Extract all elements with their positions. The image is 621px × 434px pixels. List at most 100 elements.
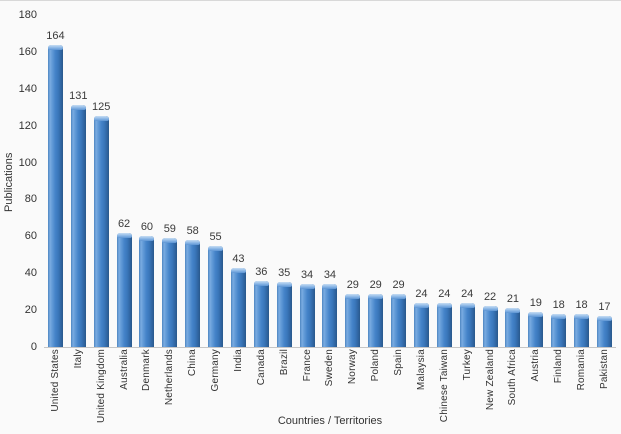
bar-value-label: 34 bbox=[300, 269, 314, 282]
bar-top-highlight bbox=[47, 44, 63, 50]
x-tick-cell: France bbox=[296, 349, 319, 381]
x-tick-cell: South Africa bbox=[502, 349, 525, 405]
bar-column: 24 bbox=[456, 15, 479, 347]
bar-value-label: 35 bbox=[278, 267, 291, 280]
bar bbox=[230, 267, 246, 347]
bar-top-highlight bbox=[368, 293, 384, 299]
x-tick-label: Germany bbox=[210, 349, 222, 392]
bar-column: 29 bbox=[387, 15, 410, 347]
x-tick-label: Italy bbox=[72, 349, 84, 369]
bar-top-highlight bbox=[436, 302, 452, 308]
x-tick-cell: Brazil bbox=[273, 349, 296, 375]
x-tick-label: Sweden bbox=[324, 349, 336, 387]
bar bbox=[368, 293, 384, 347]
bar bbox=[505, 308, 521, 347]
bar-top-highlight bbox=[345, 293, 361, 299]
bar bbox=[299, 284, 315, 347]
bar-value-label: 18 bbox=[575, 298, 588, 311]
bar-value-label: 125 bbox=[92, 101, 111, 114]
x-tick-cell: United Kingdom bbox=[90, 349, 113, 423]
y-tick-label: 20 bbox=[24, 304, 37, 317]
bar-value-label: 43 bbox=[232, 252, 245, 265]
x-tick-label: Spain bbox=[393, 349, 405, 376]
bar-top-highlight bbox=[276, 282, 292, 288]
x-tick-label: Canada bbox=[255, 349, 267, 386]
bar-top-highlight bbox=[185, 240, 201, 245]
x-axis-labels: United States Italy United Kingdom Australi… bbox=[44, 349, 616, 423]
y-tick-label: 60 bbox=[24, 230, 37, 243]
bar-value-label: 24 bbox=[438, 287, 451, 300]
bar bbox=[162, 238, 178, 347]
bar-top-highlight bbox=[505, 308, 521, 314]
x-tick-cell: Chinese Taiwan bbox=[433, 349, 456, 422]
bar bbox=[459, 302, 475, 347]
x-tick-cell: Poland bbox=[364, 349, 387, 381]
bar-value-label: 60 bbox=[140, 221, 154, 234]
x-tick-label: Norway bbox=[347, 349, 359, 385]
bar bbox=[70, 105, 86, 347]
bar-top-highlight bbox=[391, 293, 407, 299]
bar-column: 125 bbox=[90, 15, 113, 347]
y-tick-label: 80 bbox=[24, 193, 37, 206]
bar-value-label: 59 bbox=[163, 223, 176, 236]
bar bbox=[208, 245, 224, 347]
x-tick-cell: Turkey bbox=[456, 349, 479, 380]
x-tick-cell: Netherlands bbox=[158, 349, 181, 405]
bar-column: 19 bbox=[524, 15, 547, 347]
plot-area: 164 131 125 62 60 59 58 55 43 36 35 34 34 29 29 29 24 24 2… bbox=[44, 15, 616, 348]
bar-value-label: 22 bbox=[483, 291, 497, 304]
bar-column: 18 bbox=[547, 15, 570, 347]
bar-value-label: 29 bbox=[369, 278, 382, 291]
x-axis-title: Countries / Territories bbox=[277, 415, 383, 427]
bar-column: 55 bbox=[204, 15, 227, 347]
y-tick-label: 40 bbox=[24, 267, 37, 280]
bar bbox=[185, 240, 201, 347]
x-tick-label: Austria bbox=[530, 349, 542, 382]
bar bbox=[322, 284, 338, 347]
bar-column: 35 bbox=[273, 15, 296, 347]
bar bbox=[93, 116, 109, 347]
y-tick-label: 0 bbox=[30, 341, 37, 353]
bar-top-highlight bbox=[70, 105, 86, 111]
bar-top-highlight bbox=[116, 232, 132, 238]
bar-column: 24 bbox=[410, 15, 433, 347]
bar-column: 36 bbox=[250, 15, 273, 347]
y-tick-label: 160 bbox=[18, 45, 37, 58]
bar-value-label: 17 bbox=[598, 300, 611, 313]
x-tick-cell: United States bbox=[44, 349, 67, 412]
x-tick-cell: India bbox=[227, 349, 250, 372]
x-tick-cell: Romania bbox=[570, 349, 593, 390]
bar-top-highlight bbox=[253, 280, 269, 286]
x-tick-cell: Malaysia bbox=[410, 349, 433, 390]
bar-column: 17 bbox=[593, 15, 616, 347]
bar bbox=[574, 313, 590, 347]
x-tick-cell: Pakistan bbox=[593, 349, 616, 389]
x-tick-label: Pakistan bbox=[598, 349, 610, 389]
x-tick-cell: Norway bbox=[341, 349, 364, 384]
x-tick-label: Chinese Taiwan bbox=[438, 349, 450, 423]
bar bbox=[528, 312, 544, 347]
bar bbox=[551, 313, 567, 347]
bar-value-label: 18 bbox=[552, 298, 565, 311]
bar-value-label: 19 bbox=[529, 297, 542, 309]
bar-column: 58 bbox=[181, 15, 204, 347]
bar-value-label: 164 bbox=[46, 29, 65, 42]
x-tick-cell: Canada bbox=[250, 349, 273, 385]
bar-value-label: 131 bbox=[69, 90, 88, 103]
bar bbox=[253, 280, 269, 347]
bar-value-label: 29 bbox=[392, 278, 405, 291]
x-tick-cell: Australia bbox=[113, 349, 136, 390]
bar bbox=[47, 44, 63, 347]
bar bbox=[391, 293, 407, 347]
bar-top-highlight bbox=[551, 313, 567, 319]
x-tick-cell: Spain bbox=[387, 349, 410, 376]
x-tick-cell: Italy bbox=[67, 349, 90, 368]
bar-top-highlight bbox=[230, 267, 246, 273]
bar-top-highlight bbox=[93, 116, 109, 122]
bar-top-highlight bbox=[208, 245, 224, 251]
x-tick-cell: New Zealand bbox=[479, 349, 502, 410]
bar-column: 60 bbox=[136, 15, 159, 347]
bar-column: 21 bbox=[502, 15, 525, 347]
bar-column: 29 bbox=[341, 15, 364, 347]
